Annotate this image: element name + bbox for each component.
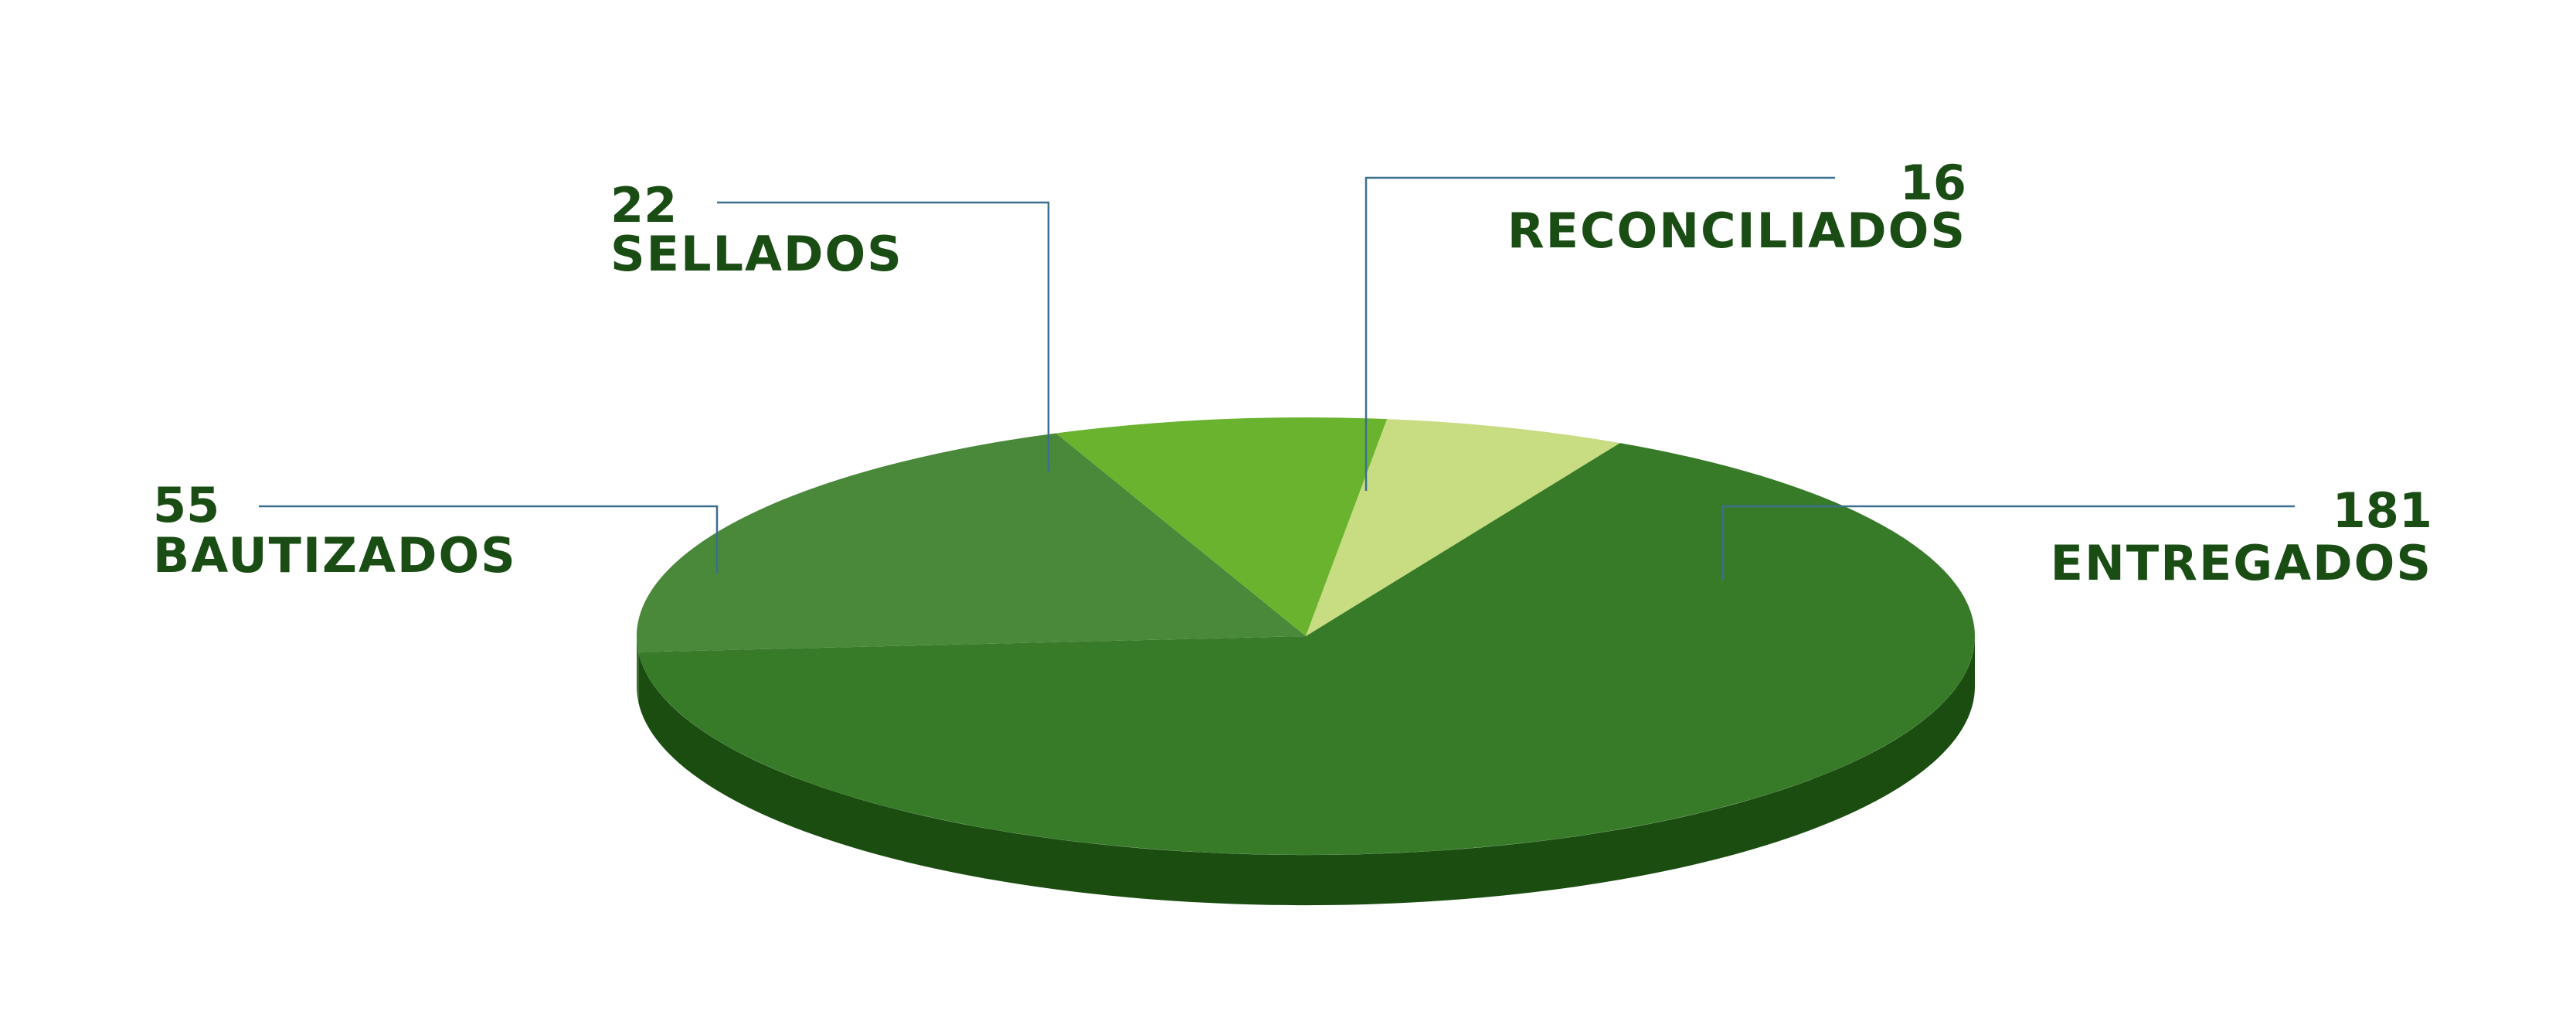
pie-slice-sellados [1055,417,1388,636]
label-value-bautizados: 55 [153,477,219,533]
leader-line-bautizados [259,505,719,574]
label-name-bautizados: BAUTIZADOS [153,527,517,584]
pie-slice-bautizados [636,433,1306,652]
label-name-entregados: ENTREGADOS [2051,535,2432,591]
pie-top-layer [636,417,1975,855]
pie-side-entregados [638,636,1976,906]
slice-labels: 181 ENTREGADOS 55 BAUTIZADOS 22 SELLADOS… [153,155,2432,591]
leader-line-entregados [1721,505,2295,580]
leader-line-sellados [717,201,1050,472]
pie-side-bautizados [636,636,639,703]
pie-slice-entregados [638,443,1975,855]
leader-line-reconciliados [1364,176,1835,491]
pie-side-layer [636,636,1976,906]
leader-lines [259,176,2295,580]
pie-slice-reconciliados [1306,419,1620,636]
label-value-reconciliados: 16 [1900,155,1966,211]
label-value-sellados: 22 [610,177,677,233]
label-name-sellados: SELLADOS [610,226,903,282]
label-value-entregados: 181 [2333,482,2432,539]
label-name-reconciliados: RECONCILIADOS [1507,203,1966,259]
